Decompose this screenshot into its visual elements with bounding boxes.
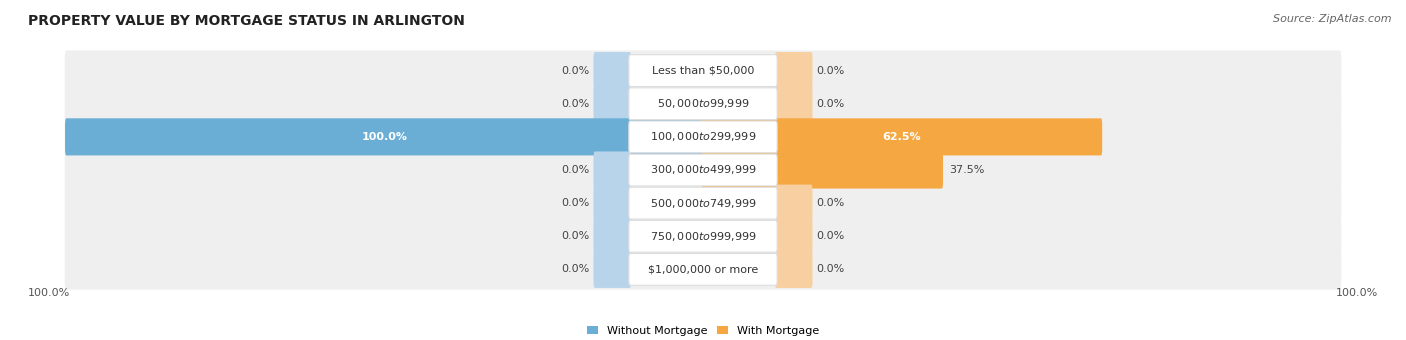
FancyBboxPatch shape [775, 185, 813, 222]
Text: 0.0%: 0.0% [817, 198, 845, 208]
Text: 0.0%: 0.0% [561, 99, 589, 109]
Text: $1,000,000 or more: $1,000,000 or more [648, 265, 758, 274]
Text: 0.0%: 0.0% [817, 66, 845, 75]
Text: 0.0%: 0.0% [561, 66, 589, 75]
Text: 0.0%: 0.0% [817, 231, 845, 241]
Text: 0.0%: 0.0% [561, 265, 589, 274]
Text: 0.0%: 0.0% [561, 198, 589, 208]
FancyBboxPatch shape [628, 154, 778, 186]
Text: $500,000 to $749,999: $500,000 to $749,999 [650, 197, 756, 210]
FancyBboxPatch shape [65, 150, 1341, 190]
FancyBboxPatch shape [65, 84, 1341, 124]
FancyBboxPatch shape [65, 117, 1341, 157]
FancyBboxPatch shape [702, 118, 1102, 155]
Text: 62.5%: 62.5% [883, 132, 921, 142]
FancyBboxPatch shape [593, 52, 631, 89]
FancyBboxPatch shape [775, 251, 813, 288]
FancyBboxPatch shape [65, 118, 704, 155]
FancyBboxPatch shape [702, 151, 943, 189]
Text: 0.0%: 0.0% [561, 165, 589, 175]
FancyBboxPatch shape [775, 218, 813, 255]
FancyBboxPatch shape [593, 85, 631, 122]
FancyBboxPatch shape [628, 220, 778, 252]
Text: 0.0%: 0.0% [561, 231, 589, 241]
Text: $300,000 to $499,999: $300,000 to $499,999 [650, 164, 756, 176]
FancyBboxPatch shape [65, 50, 1341, 91]
Text: PROPERTY VALUE BY MORTGAGE STATUS IN ARLINGTON: PROPERTY VALUE BY MORTGAGE STATUS IN ARL… [28, 14, 465, 28]
Text: $50,000 to $99,999: $50,000 to $99,999 [657, 97, 749, 110]
FancyBboxPatch shape [775, 85, 813, 122]
FancyBboxPatch shape [593, 185, 631, 222]
FancyBboxPatch shape [628, 88, 778, 120]
FancyBboxPatch shape [593, 151, 631, 189]
FancyBboxPatch shape [65, 183, 1341, 223]
Legend: Without Mortgage, With Mortgage: Without Mortgage, With Mortgage [582, 321, 824, 340]
Text: 0.0%: 0.0% [817, 99, 845, 109]
Text: 37.5%: 37.5% [949, 165, 984, 175]
FancyBboxPatch shape [628, 187, 778, 219]
FancyBboxPatch shape [65, 216, 1341, 256]
FancyBboxPatch shape [65, 249, 1341, 290]
Text: 100.0%: 100.0% [28, 288, 70, 298]
Text: 100.0%: 100.0% [1336, 288, 1378, 298]
Text: 100.0%: 100.0% [361, 132, 408, 142]
FancyBboxPatch shape [775, 52, 813, 89]
Text: $750,000 to $999,999: $750,000 to $999,999 [650, 230, 756, 243]
Text: 0.0%: 0.0% [817, 265, 845, 274]
FancyBboxPatch shape [593, 251, 631, 288]
FancyBboxPatch shape [628, 121, 778, 153]
Text: $100,000 to $299,999: $100,000 to $299,999 [650, 130, 756, 143]
Text: Source: ZipAtlas.com: Source: ZipAtlas.com [1274, 14, 1392, 23]
FancyBboxPatch shape [628, 55, 778, 86]
FancyBboxPatch shape [628, 254, 778, 285]
Text: Less than $50,000: Less than $50,000 [652, 66, 754, 75]
FancyBboxPatch shape [593, 218, 631, 255]
